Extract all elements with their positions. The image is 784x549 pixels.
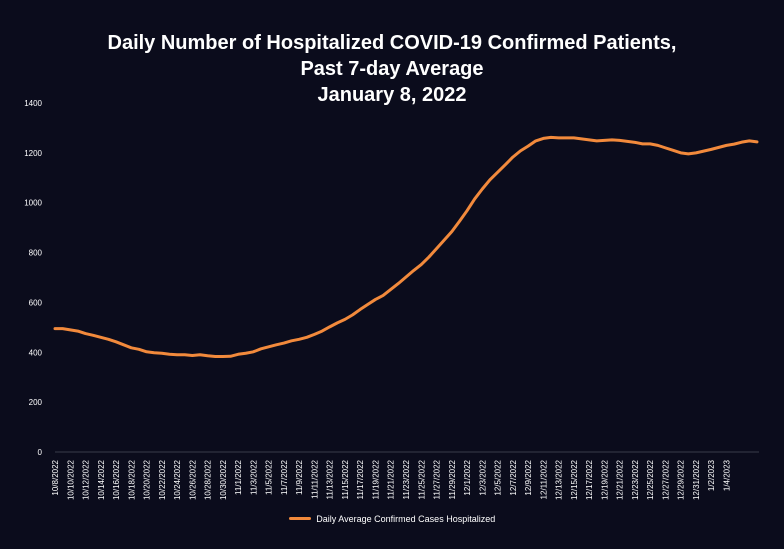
series-layer bbox=[53, 135, 759, 359]
series-line-hospitalized bbox=[53, 135, 759, 359]
x-tick-label: 10/16/2022 bbox=[112, 459, 121, 500]
y-tick-label: 400 bbox=[29, 348, 43, 357]
y-tick-label: 600 bbox=[29, 298, 43, 307]
x-tick-label: 11/7/2022 bbox=[280, 459, 289, 495]
x-tick-label: 1/2/2023 bbox=[707, 459, 716, 491]
x-tick-label: 11/3/2022 bbox=[249, 459, 258, 495]
x-tick-label: 10/28/2022 bbox=[204, 459, 213, 500]
x-tick-label: 10/30/2022 bbox=[219, 459, 228, 500]
x-tick-label: 11/15/2022 bbox=[341, 459, 350, 499]
x-tick-label: 12/5/2022 bbox=[494, 459, 503, 495]
x-tick-label: 11/5/2022 bbox=[265, 459, 274, 495]
x-tick-label: 10/26/2022 bbox=[188, 459, 197, 500]
x-tick-label: 12/21/2022 bbox=[616, 459, 625, 500]
y-axis: 0 200 400 600 800 1000 1200 1400 bbox=[24, 99, 42, 457]
x-tick-label: 11/27/2022 bbox=[433, 459, 442, 499]
x-tick-label: 12/3/2022 bbox=[478, 459, 487, 495]
x-tick-label: 12/13/2022 bbox=[555, 459, 564, 500]
y-tick-label: 0 bbox=[38, 448, 43, 457]
y-tick-label: 800 bbox=[29, 249, 43, 258]
legend: Daily Average Confirmed Cases Hospitaliz… bbox=[0, 514, 784, 524]
x-tick-label: 12/1/2022 bbox=[463, 459, 472, 495]
x-tick-label: 10/18/2022 bbox=[127, 459, 136, 500]
x-tick-label: 1/4/2023 bbox=[722, 459, 731, 491]
x-axis: 10/8/2022 10/10/2022 10/12/2022 10/14/2022 1… bbox=[51, 451, 759, 500]
x-tick-label: 11/29/2022 bbox=[448, 459, 457, 499]
x-tick-label: 12/7/2022 bbox=[509, 459, 518, 495]
y-tick-label: 1200 bbox=[24, 149, 42, 158]
x-tick-label: 10/20/2022 bbox=[143, 459, 152, 500]
x-tick-label: 10/22/2022 bbox=[158, 459, 167, 500]
x-tick-label: 11/1/2022 bbox=[234, 459, 243, 495]
x-tick-label: 11/11/2022 bbox=[310, 459, 319, 498]
x-tick-label: 12/23/2022 bbox=[631, 459, 640, 500]
x-tick-label: 10/10/2022 bbox=[66, 459, 75, 500]
x-tick-label: 11/9/2022 bbox=[295, 459, 304, 495]
x-tick-label: 10/24/2022 bbox=[173, 459, 182, 500]
chart-title-line-1: Daily Number of Hospitalized COVID-19 Co… bbox=[107, 32, 677, 54]
x-tick-label: 12/9/2022 bbox=[524, 459, 533, 495]
x-tick-label: 11/25/2022 bbox=[417, 459, 426, 499]
x-tick-label: 12/19/2022 bbox=[600, 459, 609, 500]
x-tick-label: 11/23/2022 bbox=[402, 459, 411, 499]
chart-title: Daily Number of Hospitalized COVID-19 Co… bbox=[0, 30, 784, 108]
y-tick-label: 1400 bbox=[24, 99, 42, 108]
chart-title-line-2: Past 7-day Average bbox=[300, 58, 484, 80]
x-tick-label: 12/17/2022 bbox=[585, 459, 594, 500]
x-tick-label: 12/25/2022 bbox=[646, 459, 655, 500]
x-tick-label: 10/14/2022 bbox=[97, 459, 106, 500]
x-tick-label: 12/27/2022 bbox=[661, 459, 670, 500]
legend-label: Daily Average Confirmed Cases Hospitaliz… bbox=[316, 514, 496, 524]
x-tick-label: 11/19/2022 bbox=[371, 459, 380, 499]
x-tick-label: 12/31/2022 bbox=[692, 459, 701, 500]
y-tick-label: 200 bbox=[29, 398, 43, 407]
x-tick-label: 10/12/2022 bbox=[82, 459, 91, 500]
legend-swatch bbox=[288, 517, 311, 521]
y-tick-label: 1000 bbox=[24, 199, 42, 208]
x-tick-label: 12/15/2022 bbox=[570, 459, 579, 500]
x-tick-label: 11/13/2022 bbox=[326, 459, 335, 499]
x-tick-label: 12/29/2022 bbox=[677, 459, 686, 500]
x-tick-label: 11/17/2022 bbox=[356, 459, 365, 499]
x-tick-label: 10/8/2022 bbox=[51, 459, 60, 495]
x-tick-label: 12/11/2022 bbox=[539, 459, 548, 499]
x-tick-label: 11/21/2022 bbox=[387, 459, 396, 499]
chart-title-line-3: January 8, 2022 bbox=[317, 84, 467, 106]
